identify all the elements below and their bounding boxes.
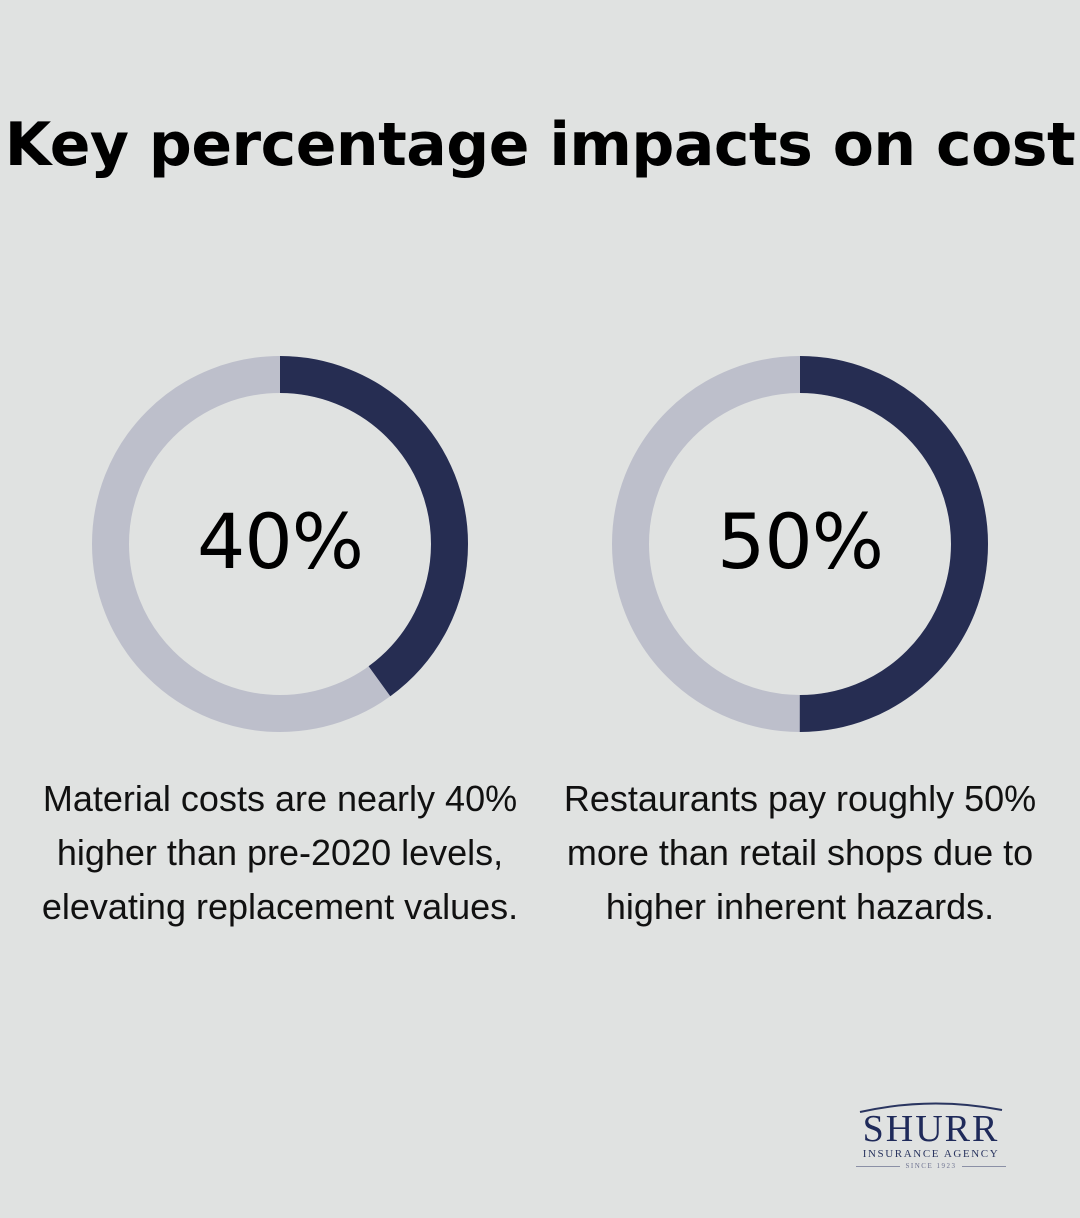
stat-card-restaurant-premium: 50% Restaurants pay roughly 50% more tha… <box>540 354 1060 934</box>
stat-description: Material costs are nearly 40% higher tha… <box>41 778 519 927</box>
stat-value: 50% <box>717 496 884 586</box>
logo-since: SINCE 1923 <box>905 1162 957 1170</box>
page-title: Key percentage impacts on cost <box>4 110 1076 180</box>
logo-subtitle: INSURANCE AGENCY <box>862 1148 1000 1160</box>
logo-brand: SHURR <box>862 1108 1000 1150</box>
donut-chart: 50% <box>610 354 990 734</box>
stat-description: Restaurants pay roughly 50% more than re… <box>563 778 1037 927</box>
logo-since-row: SINCE 1923 <box>846 1161 1016 1171</box>
divider <box>962 1165 1007 1167</box>
donut-chart: 40% <box>90 354 470 734</box>
ring-progress <box>92 356 468 732</box>
stat-card-material-costs: 40% Material costs are nearly 40% higher… <box>20 354 540 934</box>
donut-ring <box>612 356 988 732</box>
logo-swoosh-icon <box>859 1102 1003 1113</box>
divider <box>855 1165 900 1167</box>
ring-progress <box>612 356 988 732</box>
stat-value: 40% <box>197 496 364 586</box>
donut-ring <box>92 356 468 732</box>
company-logo: SHURR INSURANCE AGENCY SINCE 1923 <box>846 1100 1016 1172</box>
